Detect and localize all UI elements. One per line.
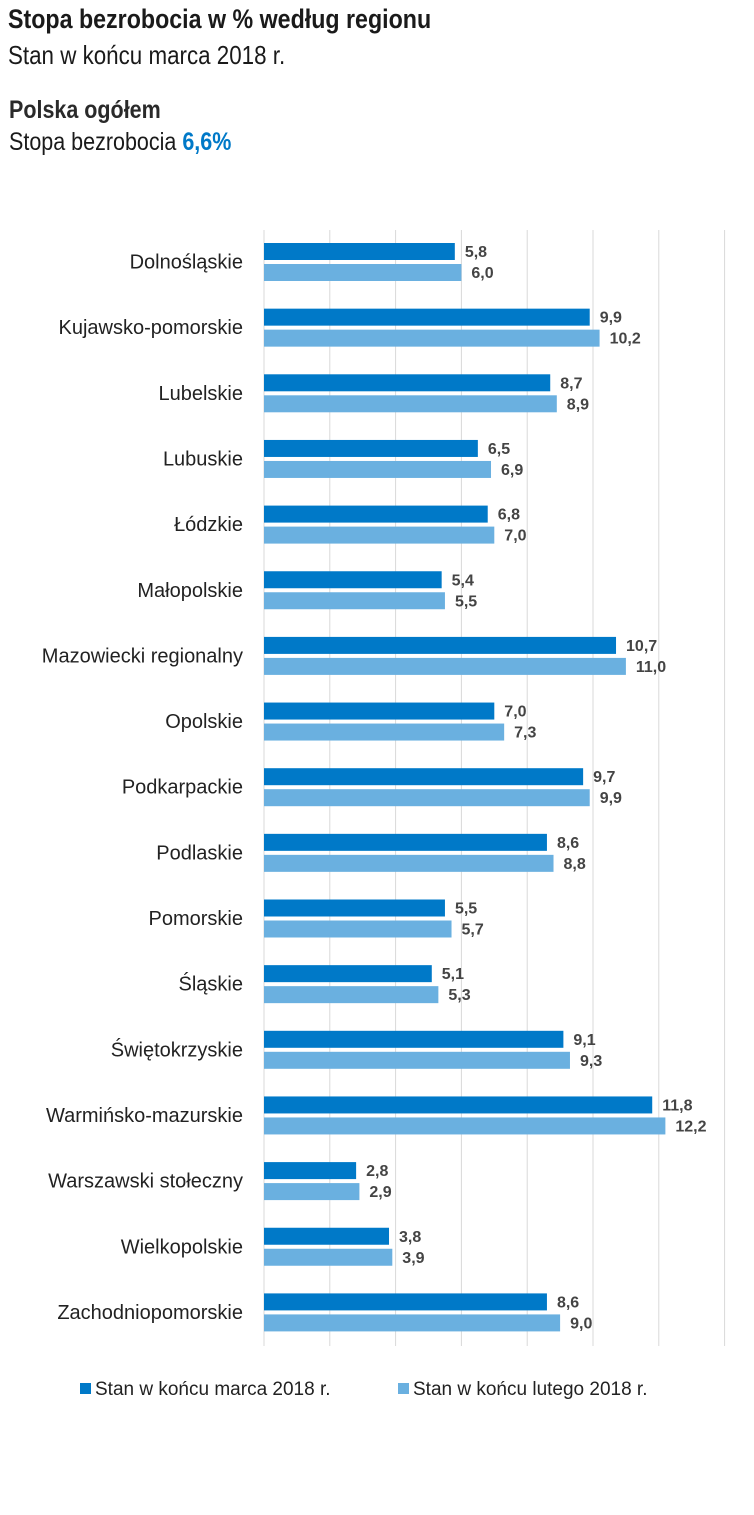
- bar-february: [264, 329, 600, 347]
- category-label: Łódzkie: [174, 514, 243, 536]
- bar-march: [264, 308, 590, 326]
- bar-february: [264, 657, 626, 675]
- bar-february: [264, 460, 492, 478]
- data-label: 8,9: [567, 396, 589, 413]
- data-label: 5,8: [465, 244, 487, 261]
- bar-march: [264, 636, 617, 654]
- bar-february: [264, 854, 554, 872]
- category-label: Warmińsko-mazurskie: [46, 1105, 243, 1127]
- category-label: Kujawsko-pomorskie: [58, 317, 243, 339]
- data-label: 12,2: [675, 1118, 706, 1135]
- category-label: Zachodniopomorskie: [57, 1302, 243, 1324]
- data-label: 11,0: [636, 659, 666, 676]
- data-label: 8,8: [564, 856, 586, 873]
- data-label: 2,9: [369, 1184, 391, 1201]
- data-label: 11,8: [662, 1097, 692, 1114]
- bar-march: [264, 571, 442, 589]
- category-label: Podlaskie: [156, 842, 243, 864]
- bar-march: [264, 1293, 547, 1311]
- bar-march: [264, 243, 455, 260]
- bar-march: [264, 1096, 653, 1114]
- bar-march: [264, 505, 488, 523]
- data-label: 5,5: [455, 593, 477, 610]
- category-label: Mazowiecki regionalny: [42, 645, 243, 667]
- category-label: Małopolskie: [137, 580, 243, 602]
- bar-february: [264, 1248, 393, 1266]
- data-label: 3,8: [399, 1229, 421, 1246]
- poland-rate: Stopa bezrobocia 6,6%: [9, 128, 231, 157]
- data-label: 6,5: [488, 441, 510, 458]
- bar-february: [264, 1051, 570, 1069]
- legend-swatch: [80, 1383, 91, 1394]
- data-label: 3,9: [402, 1250, 424, 1267]
- category-label: Podkarpackie: [122, 777, 243, 799]
- bar-march: [264, 899, 445, 917]
- data-label: 5,1: [442, 966, 464, 983]
- data-label: 6,0: [471, 265, 493, 282]
- data-label: 7,0: [504, 528, 526, 545]
- bar-march: [264, 833, 547, 851]
- legend-swatch: [398, 1383, 409, 1394]
- data-label: 10,2: [610, 331, 641, 348]
- bar-february: [264, 395, 557, 413]
- legend-label: Stan w końcu lutego 2018 r.: [413, 1379, 648, 1400]
- data-label: 9,0: [570, 1315, 592, 1332]
- bar-february: [264, 1117, 666, 1135]
- bar-march: [264, 702, 495, 720]
- data-label: 8,6: [557, 1294, 579, 1311]
- poland-rate-value: 6,6%: [182, 128, 232, 156]
- category-label: Świętokrzyskie: [111, 1037, 243, 1061]
- data-label: 9,9: [600, 790, 622, 807]
- category-label: Śląskie: [179, 972, 243, 996]
- data-label: 6,9: [501, 462, 523, 479]
- category-label: Lubuskie: [163, 448, 243, 470]
- data-label: 5,3: [448, 987, 470, 1004]
- data-label: 9,7: [593, 769, 615, 786]
- bar-march: [264, 1030, 564, 1048]
- legend-label: Stan w końcu marca 2018 r.: [95, 1379, 331, 1400]
- category-label: Dolnośląskie: [130, 252, 243, 274]
- bar-february: [264, 526, 495, 544]
- bar-march: [264, 1227, 390, 1245]
- bar-march: [264, 768, 584, 786]
- bar-february: [264, 1183, 360, 1201]
- data-label: 6,8: [498, 507, 520, 524]
- data-label: 10,7: [626, 638, 657, 655]
- category-label: Wielkopolskie: [121, 1236, 243, 1258]
- bar-february: [264, 592, 445, 610]
- data-label: 8,7: [560, 375, 582, 392]
- bar-february: [264, 789, 590, 807]
- data-label: 9,9: [600, 310, 622, 327]
- data-label: 7,3: [514, 725, 536, 742]
- bar-february: [264, 723, 505, 741]
- chart-title: Stopa bezrobocia w % według regionu: [8, 4, 432, 34]
- bar-march: [264, 439, 478, 457]
- data-label: 9,1: [573, 1032, 595, 1049]
- category-label: Pomorskie: [149, 908, 243, 930]
- bar-february: [264, 1314, 561, 1332]
- data-label: 5,4: [452, 572, 474, 589]
- bar-february: [264, 986, 439, 1004]
- bar-march: [264, 965, 432, 983]
- data-label: 2,8: [366, 1163, 388, 1180]
- category-label: Lubelskie: [158, 383, 243, 405]
- data-label: 5,7: [462, 922, 484, 939]
- poland-rate-label: Stopa bezrobocia: [9, 128, 177, 156]
- data-label: 8,6: [557, 835, 579, 852]
- bar-march: [264, 1162, 357, 1180]
- category-label: Opolskie: [165, 711, 243, 733]
- bar-march: [264, 374, 551, 392]
- poland-total-label: Polska ogółem: [9, 96, 161, 124]
- data-label: 9,3: [580, 1053, 602, 1070]
- category-label: Warszawski stołeczny: [48, 1171, 243, 1193]
- data-label: 7,0: [504, 704, 526, 721]
- chart-subtitle: Stan w końcu marca 2018 r.: [8, 40, 286, 70]
- data-label: 5,5: [455, 901, 477, 918]
- bar-february: [264, 920, 452, 938]
- bar-february: [264, 264, 462, 281]
